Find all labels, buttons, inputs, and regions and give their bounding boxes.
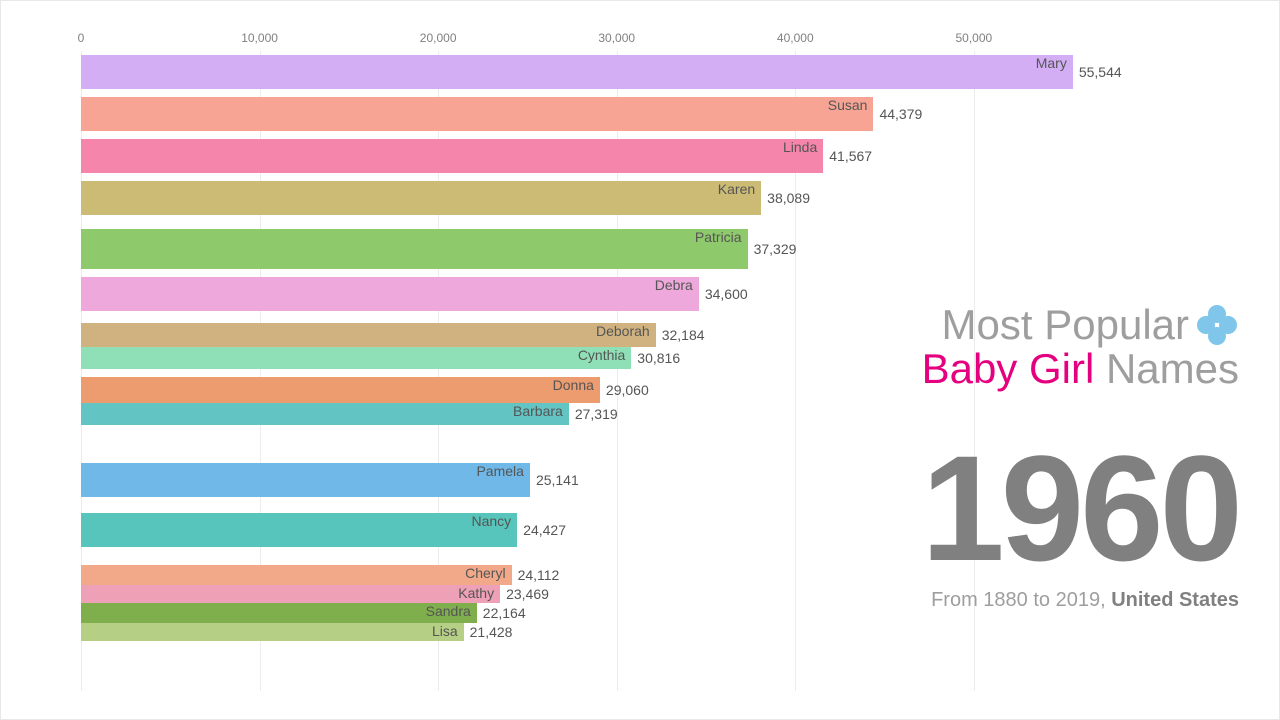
bar-value-label: 41,567 (829, 148, 872, 164)
bar-value-label: 30,816 (637, 350, 680, 366)
bar-name-label: Karen (718, 181, 755, 197)
bar-row: Sandra 22,164 (81, 603, 526, 623)
title-rest: Names (1094, 345, 1239, 392)
bar-value-label: 24,112 (518, 567, 560, 583)
clover-icon (1195, 303, 1239, 347)
bar-name-label: Linda (783, 139, 817, 155)
bar-row: Mary 55,544 (81, 55, 1122, 89)
bar: Sandra (81, 603, 477, 623)
title-block: Most Popular Baby Girl Names 1960 From 1… (921, 301, 1239, 612)
bar-row: Debra 34,600 (81, 277, 748, 311)
bar-name-label: Patricia (695, 229, 742, 245)
bar-row: Cynthia 30,816 (81, 347, 680, 369)
bar-row: Cheryl 24,112 (81, 565, 559, 585)
bar-row: Nancy 24,427 (81, 513, 566, 547)
bar-value-label: 29,060 (606, 382, 649, 398)
title-accent: Baby Girl (922, 345, 1095, 392)
bar-name-label: Barbara (513, 403, 563, 419)
bar-row: Susan 44,379 (81, 97, 922, 131)
subtitle-bold: United States (1111, 589, 1239, 611)
bar-value-label: 38,089 (767, 190, 810, 206)
bar-name-label: Debra (655, 277, 693, 293)
title-line-1: Most Popular (921, 301, 1239, 349)
bar-row: Patricia 37,329 (81, 229, 796, 269)
bar-row: Barbara 27,319 (81, 403, 618, 425)
bar-name-label: Nancy (472, 513, 512, 529)
bar-value-label: 44,379 (879, 106, 922, 122)
axis-tick: 30,000 (598, 31, 635, 45)
bar-value-label: 25,141 (536, 472, 579, 488)
bar-row: Pamela 25,141 (81, 463, 579, 497)
bar-name-label: Cheryl (465, 565, 505, 581)
bar: Mary (81, 55, 1073, 89)
year-display: 1960 (921, 433, 1239, 583)
bar: Nancy (81, 513, 517, 547)
bar: Lisa (81, 623, 464, 641)
bar: Susan (81, 97, 873, 131)
title-line-2: Baby Girl Names (921, 345, 1239, 393)
bar-value-label: 24,427 (523, 522, 566, 538)
bar: Linda (81, 139, 823, 173)
bar: Barbara (81, 403, 569, 425)
axis-tick: 20,000 (420, 31, 457, 45)
bar: Debra (81, 277, 699, 311)
bar-name-label: Pamela (476, 463, 523, 479)
bar: Deborah (81, 323, 656, 347)
bar: Kathy (81, 585, 500, 603)
axis-tick: 50,000 (955, 31, 992, 45)
bar-name-label: Susan (828, 97, 868, 113)
axis-tick: 10,000 (241, 31, 278, 45)
bar-value-label: 21,428 (470, 624, 513, 640)
bar-row: Lisa 21,428 (81, 623, 512, 641)
bar-row: Donna 29,060 (81, 377, 649, 403)
bar-value-label: 22,164 (483, 605, 526, 621)
bar: Karen (81, 181, 761, 215)
bar-value-label: 55,544 (1079, 64, 1122, 80)
x-axis: 0 10,000 20,000 30,000 40,000 50,000 (81, 31, 1251, 51)
bar-value-label: 32,184 (662, 327, 705, 343)
bar-name-label: Kathy (458, 585, 494, 601)
bar-name-label: Lisa (432, 623, 458, 639)
bar-value-label: 37,329 (754, 241, 797, 257)
bar-row: Deborah 32,184 (81, 323, 705, 347)
subtitle: From 1880 to 2019, United States (921, 589, 1239, 612)
axis-tick: 40,000 (777, 31, 814, 45)
bar: Cynthia (81, 347, 631, 369)
bar-value-label: 23,469 (506, 586, 549, 602)
bar-name-label: Donna (553, 377, 594, 393)
title-text-1: Most Popular (942, 301, 1189, 349)
bar-value-label: 34,600 (705, 286, 748, 302)
bar-name-label: Cynthia (578, 347, 625, 363)
bar: Pamela (81, 463, 530, 497)
bar: Cheryl (81, 565, 512, 585)
axis-tick: 0 (78, 31, 85, 45)
bar-value-label: 27,319 (575, 406, 618, 422)
bar-row: Linda 41,567 (81, 139, 872, 173)
bar: Patricia (81, 229, 748, 269)
subtitle-prefix: From 1880 to 2019, (931, 589, 1111, 611)
bar: Donna (81, 377, 600, 403)
bar-row: Karen 38,089 (81, 181, 810, 215)
bar-name-label: Deborah (596, 323, 650, 339)
bar-name-label: Sandra (426, 603, 471, 619)
bar-name-label: Mary (1036, 55, 1067, 71)
bar-row: Kathy 23,469 (81, 585, 549, 603)
